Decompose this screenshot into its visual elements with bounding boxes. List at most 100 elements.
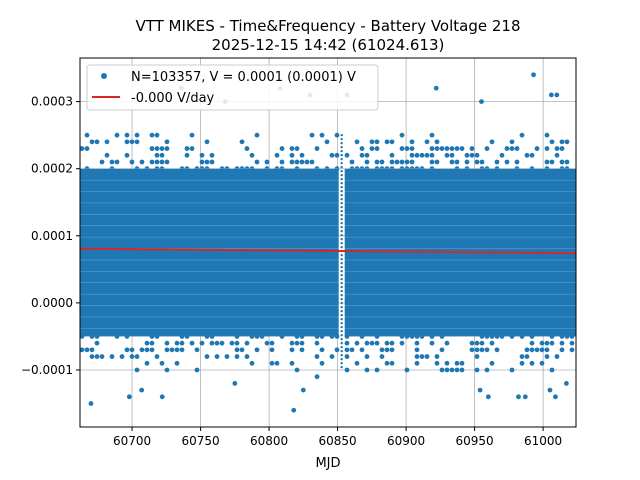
- data-point: [429, 340, 435, 346]
- data-point: [514, 146, 520, 151]
- data-point: [129, 159, 135, 165]
- data-point: [564, 139, 570, 145]
- data-point: [469, 146, 475, 151]
- data-point: [264, 159, 270, 165]
- data-point: [179, 334, 185, 339]
- data-point: [439, 367, 445, 373]
- data-point: [299, 152, 305, 158]
- data-point: [199, 166, 205, 172]
- data-point: [414, 354, 420, 359]
- data-point: [484, 347, 490, 353]
- data-point: [340, 261, 343, 265]
- data-point: [454, 166, 460, 172]
- data-point: [89, 334, 95, 339]
- data-point: [559, 340, 565, 346]
- data-point: [94, 139, 100, 145]
- data-point: [519, 334, 525, 339]
- x-axis-ticks: 60700 60750 60800 60850 60900 60950 61000: [113, 427, 562, 448]
- data-point: [254, 132, 260, 138]
- data-point: [509, 334, 515, 339]
- data-point: [340, 245, 343, 249]
- data-point: [159, 152, 165, 158]
- data-point: [340, 149, 343, 153]
- data-point: [159, 159, 165, 165]
- data-point: [340, 177, 343, 181]
- data-point: [340, 165, 343, 169]
- data-point: [340, 269, 343, 273]
- data-point: [199, 340, 205, 346]
- data-point: [524, 152, 530, 158]
- data-point: [454, 360, 460, 366]
- legend-marker-points: [101, 73, 107, 79]
- data-point: [264, 166, 270, 172]
- data-point: [429, 146, 435, 151]
- data-point: [444, 340, 450, 346]
- data-point: [164, 146, 170, 151]
- data-point: [409, 146, 415, 151]
- data-point: [104, 152, 110, 158]
- data-point: [249, 152, 255, 158]
- data-point: [364, 159, 370, 165]
- data-point: [144, 360, 150, 366]
- chart-title: VTT MIKES - Time&Frequency - Battery Vol…: [135, 17, 520, 35]
- data-point: [344, 340, 350, 346]
- data-point: [374, 166, 380, 172]
- legend: N=103357, V = 0.0001 (0.0001) V -0.000 V…: [86, 64, 379, 111]
- data-point: [134, 132, 140, 138]
- data-point: [340, 313, 343, 317]
- data-point: [340, 309, 343, 313]
- data-point: [384, 360, 390, 366]
- data-point: [269, 347, 275, 353]
- data-point: [534, 146, 540, 151]
- data-point: [444, 360, 450, 366]
- data-point: [249, 166, 255, 172]
- data-point: [289, 360, 295, 366]
- chart-subtitle: 2025-12-15 14:42 (61024.613): [212, 36, 445, 54]
- data-point: [94, 354, 100, 359]
- data-point: [474, 340, 480, 346]
- data-point: [169, 347, 175, 353]
- data-point: [219, 166, 225, 172]
- data-point: [434, 360, 440, 366]
- data-point: [414, 166, 420, 172]
- data-point: [84, 347, 90, 353]
- data-point: [340, 273, 343, 277]
- data-point: [340, 365, 343, 369]
- legend-label-points: N=103357, V = 0.0001 (0.0001) V: [131, 70, 356, 85]
- outlier-point: [531, 72, 536, 78]
- data-point: [279, 166, 285, 172]
- data-point: [340, 161, 343, 165]
- data-point: [494, 334, 500, 339]
- data-point: [544, 146, 550, 151]
- data-point: [149, 347, 155, 353]
- data-point: [334, 152, 340, 158]
- data-point: [484, 334, 490, 339]
- data-point: [394, 159, 400, 165]
- data-point: [524, 347, 530, 353]
- data-point: [414, 334, 420, 339]
- data-point: [84, 146, 90, 151]
- data-point: [489, 334, 495, 339]
- data-point: [529, 340, 535, 346]
- data-point: [244, 166, 250, 172]
- data-point: [474, 152, 480, 158]
- data-point: [340, 209, 343, 213]
- data-point: [544, 132, 550, 138]
- data-point: [149, 334, 155, 339]
- data-point: [434, 159, 440, 165]
- data-point: [344, 334, 350, 339]
- data-point: [374, 139, 380, 145]
- y-tick-label: 0.0002: [31, 162, 73, 176]
- data-point: [399, 334, 405, 339]
- data-point: [299, 159, 305, 165]
- data-point: [474, 159, 480, 165]
- plot-frame: [79, 57, 577, 428]
- data-point: [174, 347, 180, 353]
- data-point: [289, 347, 295, 353]
- data-point: [564, 166, 570, 172]
- data-point: [340, 329, 343, 333]
- outlier-point: [548, 92, 554, 98]
- data-point: [399, 340, 405, 346]
- data-point: [204, 159, 210, 165]
- x-tick-label: 60700: [113, 434, 151, 448]
